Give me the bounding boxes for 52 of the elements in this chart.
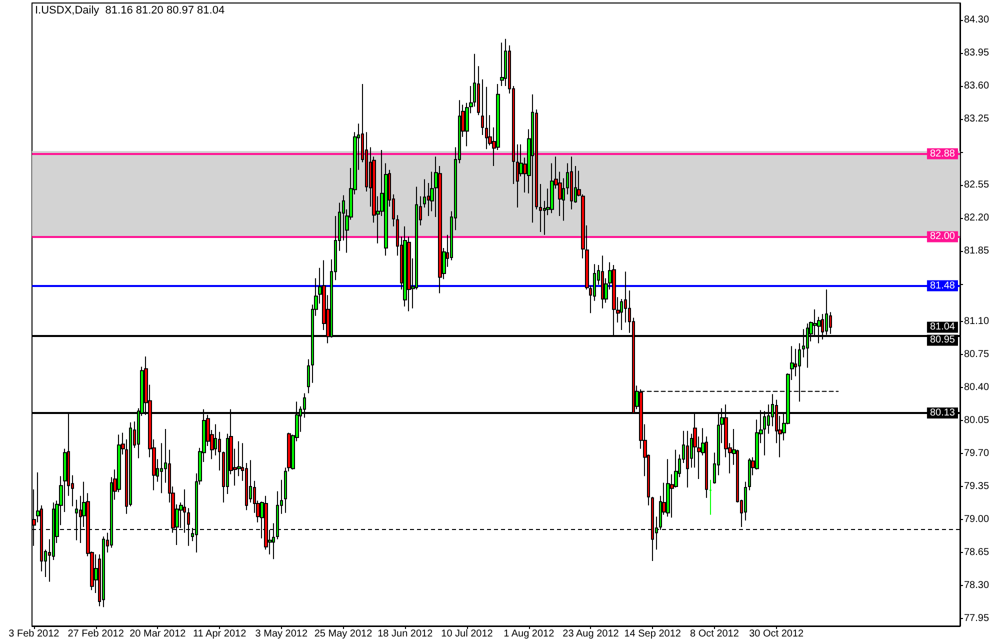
y-tick-label: 81.10: [964, 316, 990, 328]
candlestick: [748, 458, 751, 491]
ref-line-label: 80.95: [930, 334, 956, 346]
y-tick-label: 78.30: [964, 580, 990, 591]
x-tick-label: 23 Aug 2012: [562, 628, 620, 640]
candlestick: [666, 458, 670, 518]
y-tick-label: 79.00: [964, 514, 990, 525]
ref-line-label: 82.88: [930, 148, 956, 160]
x-tick-label: 14 Sep 2012: [624, 628, 682, 640]
x-tick-label: 8 Oct 2012: [690, 628, 740, 640]
candlestick: [516, 144, 519, 208]
x-tick-label: 18 Jun 2012: [378, 628, 434, 640]
chart-title: I.USDX,Daily 81.16 81.20 80.97 81.04: [35, 4, 225, 16]
candlestick: [570, 156, 573, 210]
ref-line-label: 82.00: [930, 231, 956, 242]
candlestick: [539, 183, 542, 233]
candlestick: [531, 94, 534, 224]
candlestick: [601, 255, 604, 309]
y-tick-label: 80.40: [964, 382, 990, 394]
y-tick-label: 82.20: [964, 212, 990, 224]
y-tick-label: 83.95: [964, 47, 990, 58]
y-tick-label: 84.30: [964, 14, 990, 26]
y-tick-label: 83.25: [964, 113, 990, 124]
x-tick-label: 3 Feb 2012: [8, 628, 60, 640]
annotation: 81.04: [930, 322, 956, 333]
x-tick-label: 20 Mar 2012: [130, 628, 186, 640]
candlestick: [481, 78, 484, 136]
candlestick: [709, 479, 712, 516]
y-tick-label: 79.35: [964, 481, 990, 492]
x-tick-label: 3 May 2012: [255, 628, 308, 640]
y-tick-label: 80.05: [964, 415, 990, 426]
x-tick-label: 25 May 2012: [314, 628, 373, 640]
y-tick-label: 78.65: [964, 546, 990, 558]
x-tick-label: 10 Jul 2012: [441, 628, 494, 640]
x-tick-label: 27 Feb 2012: [68, 628, 124, 640]
y-tick-label: 79.70: [964, 448, 990, 460]
y-tick-label: 81.85: [964, 245, 990, 256]
candlestick: [102, 536, 105, 608]
candlestick: [403, 226, 407, 307]
y-tick-label: 82.55: [964, 179, 990, 190]
candlestick: [686, 430, 689, 488]
ref-line-label: 81.48: [930, 280, 956, 292]
x-tick-label: 1 Aug 2012: [504, 628, 555, 640]
ref-line-label: 80.13: [930, 407, 956, 418]
y-tick-label: 77.95: [964, 612, 990, 624]
x-tick-label: 30 Oct 2012: [749, 628, 804, 640]
candlestick: [307, 358, 310, 394]
y-tick-label: 80.75: [964, 349, 990, 360]
y-tick-label: 83.60: [964, 80, 990, 92]
candlestick: [500, 42, 504, 86]
x-tick-label: 11 Apr 2012: [192, 628, 247, 640]
candlestick: [485, 86, 488, 150]
